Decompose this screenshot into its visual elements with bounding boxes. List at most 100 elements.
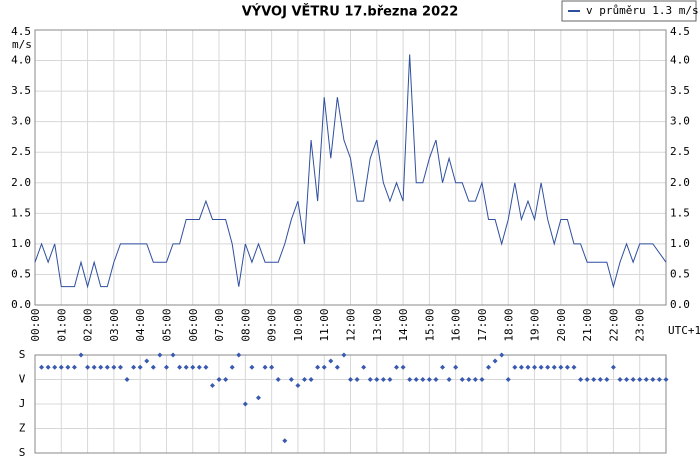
point <box>637 377 643 382</box>
legend-box <box>561 0 697 22</box>
point <box>597 377 603 382</box>
point <box>472 377 478 382</box>
y-tick-label: 4.5 <box>11 25 31 38</box>
point <box>216 377 222 382</box>
point <box>492 358 498 364</box>
x-tick-label: 14:00 <box>397 308 410 341</box>
point <box>183 364 189 370</box>
point <box>262 364 268 370</box>
x-tick-label: 21:00 <box>581 308 594 341</box>
y2-tick-label: 3.5 <box>670 84 690 97</box>
point <box>459 377 465 382</box>
point <box>380 377 386 382</box>
point <box>446 377 452 382</box>
x-tick-label: 00:00 <box>29 308 42 341</box>
point <box>591 377 597 382</box>
y-tick-label: 2.0 <box>11 176 31 189</box>
x-tick-label: 23:00 <box>634 308 647 341</box>
point <box>328 358 334 364</box>
y2-tick-label: 1.5 <box>670 206 690 219</box>
point <box>111 364 117 370</box>
line-series <box>34 54 667 289</box>
x-tick-label: 01:00 <box>55 308 68 341</box>
x-tick-label: 22:00 <box>607 308 620 341</box>
x-tick-label: 05:00 <box>160 308 173 341</box>
point <box>400 364 406 370</box>
point <box>354 377 360 382</box>
point <box>584 377 590 382</box>
x-tick-label: 07:00 <box>213 308 226 341</box>
point <box>45 364 51 370</box>
point <box>545 364 551 370</box>
point <box>630 377 636 382</box>
point <box>453 364 459 370</box>
point <box>571 364 577 370</box>
point <box>538 364 544 370</box>
y-tick-label: 3.5 <box>11 84 31 97</box>
x-axis-label: UTC+1 <box>668 324 700 337</box>
y2-tick-label: 2.0 <box>670 176 690 189</box>
point <box>58 364 64 370</box>
point <box>604 377 610 382</box>
legend-label: v průměru 1.3 m/s <box>586 4 699 17</box>
point <box>78 352 84 358</box>
x-tick-label: 11:00 <box>318 308 331 341</box>
x-tick-label: 12:00 <box>345 308 358 341</box>
y-tick-label: 0.5 <box>11 267 31 280</box>
y2-tick-label: 0.5 <box>670 267 690 280</box>
point <box>643 377 649 382</box>
y-tick-label: 3.0 <box>11 115 31 128</box>
point <box>578 377 584 382</box>
point <box>236 352 242 358</box>
point <box>486 364 492 370</box>
point <box>348 377 353 382</box>
chart-title: VÝVOJ VĚTRU 17.března 2022 <box>242 4 459 20</box>
point <box>420 377 426 382</box>
point <box>525 364 531 370</box>
point <box>301 377 307 382</box>
x-tick-label: 19:00 <box>529 308 542 341</box>
plot-frame <box>34 29 667 306</box>
x-tick-label: 17:00 <box>476 308 489 341</box>
point <box>407 377 413 382</box>
y-tick-label: 0.0 <box>11 298 31 311</box>
x-tick-label: 03:00 <box>108 308 121 341</box>
point <box>223 377 229 382</box>
point <box>551 364 557 370</box>
plot-frame <box>34 354 667 454</box>
point <box>117 364 123 370</box>
point <box>275 377 281 382</box>
x-tick-label: 20:00 <box>555 308 568 341</box>
y-tick-label: Z <box>19 422 26 435</box>
point <box>505 377 511 382</box>
point <box>564 364 570 370</box>
y-tick-label: 1.5 <box>11 206 31 219</box>
point <box>334 364 340 370</box>
x-tick-label: 18:00 <box>502 308 515 341</box>
point <box>512 364 518 370</box>
point <box>157 352 163 358</box>
point <box>137 364 143 370</box>
y2-tick-label: 1.0 <box>670 237 690 250</box>
x-tick-label: 09:00 <box>266 308 279 341</box>
x-tick-label: 06:00 <box>187 308 200 341</box>
point <box>65 364 71 370</box>
point <box>196 364 202 370</box>
y2-tick-label: 4.0 <box>670 54 690 67</box>
point <box>269 364 275 370</box>
point <box>374 377 380 382</box>
y-tick-label: 4.0 <box>11 54 31 67</box>
x-tick-label: 15:00 <box>423 308 436 341</box>
point <box>282 438 288 444</box>
x-tick-label: 13:00 <box>371 308 384 341</box>
point <box>163 364 169 370</box>
point <box>617 377 623 382</box>
point <box>308 377 314 382</box>
y-axis-label: m/s <box>12 38 32 51</box>
point <box>144 358 150 364</box>
point <box>104 364 110 370</box>
point <box>394 364 400 370</box>
point <box>85 364 91 370</box>
y2-tick-label: 3.0 <box>670 115 690 128</box>
